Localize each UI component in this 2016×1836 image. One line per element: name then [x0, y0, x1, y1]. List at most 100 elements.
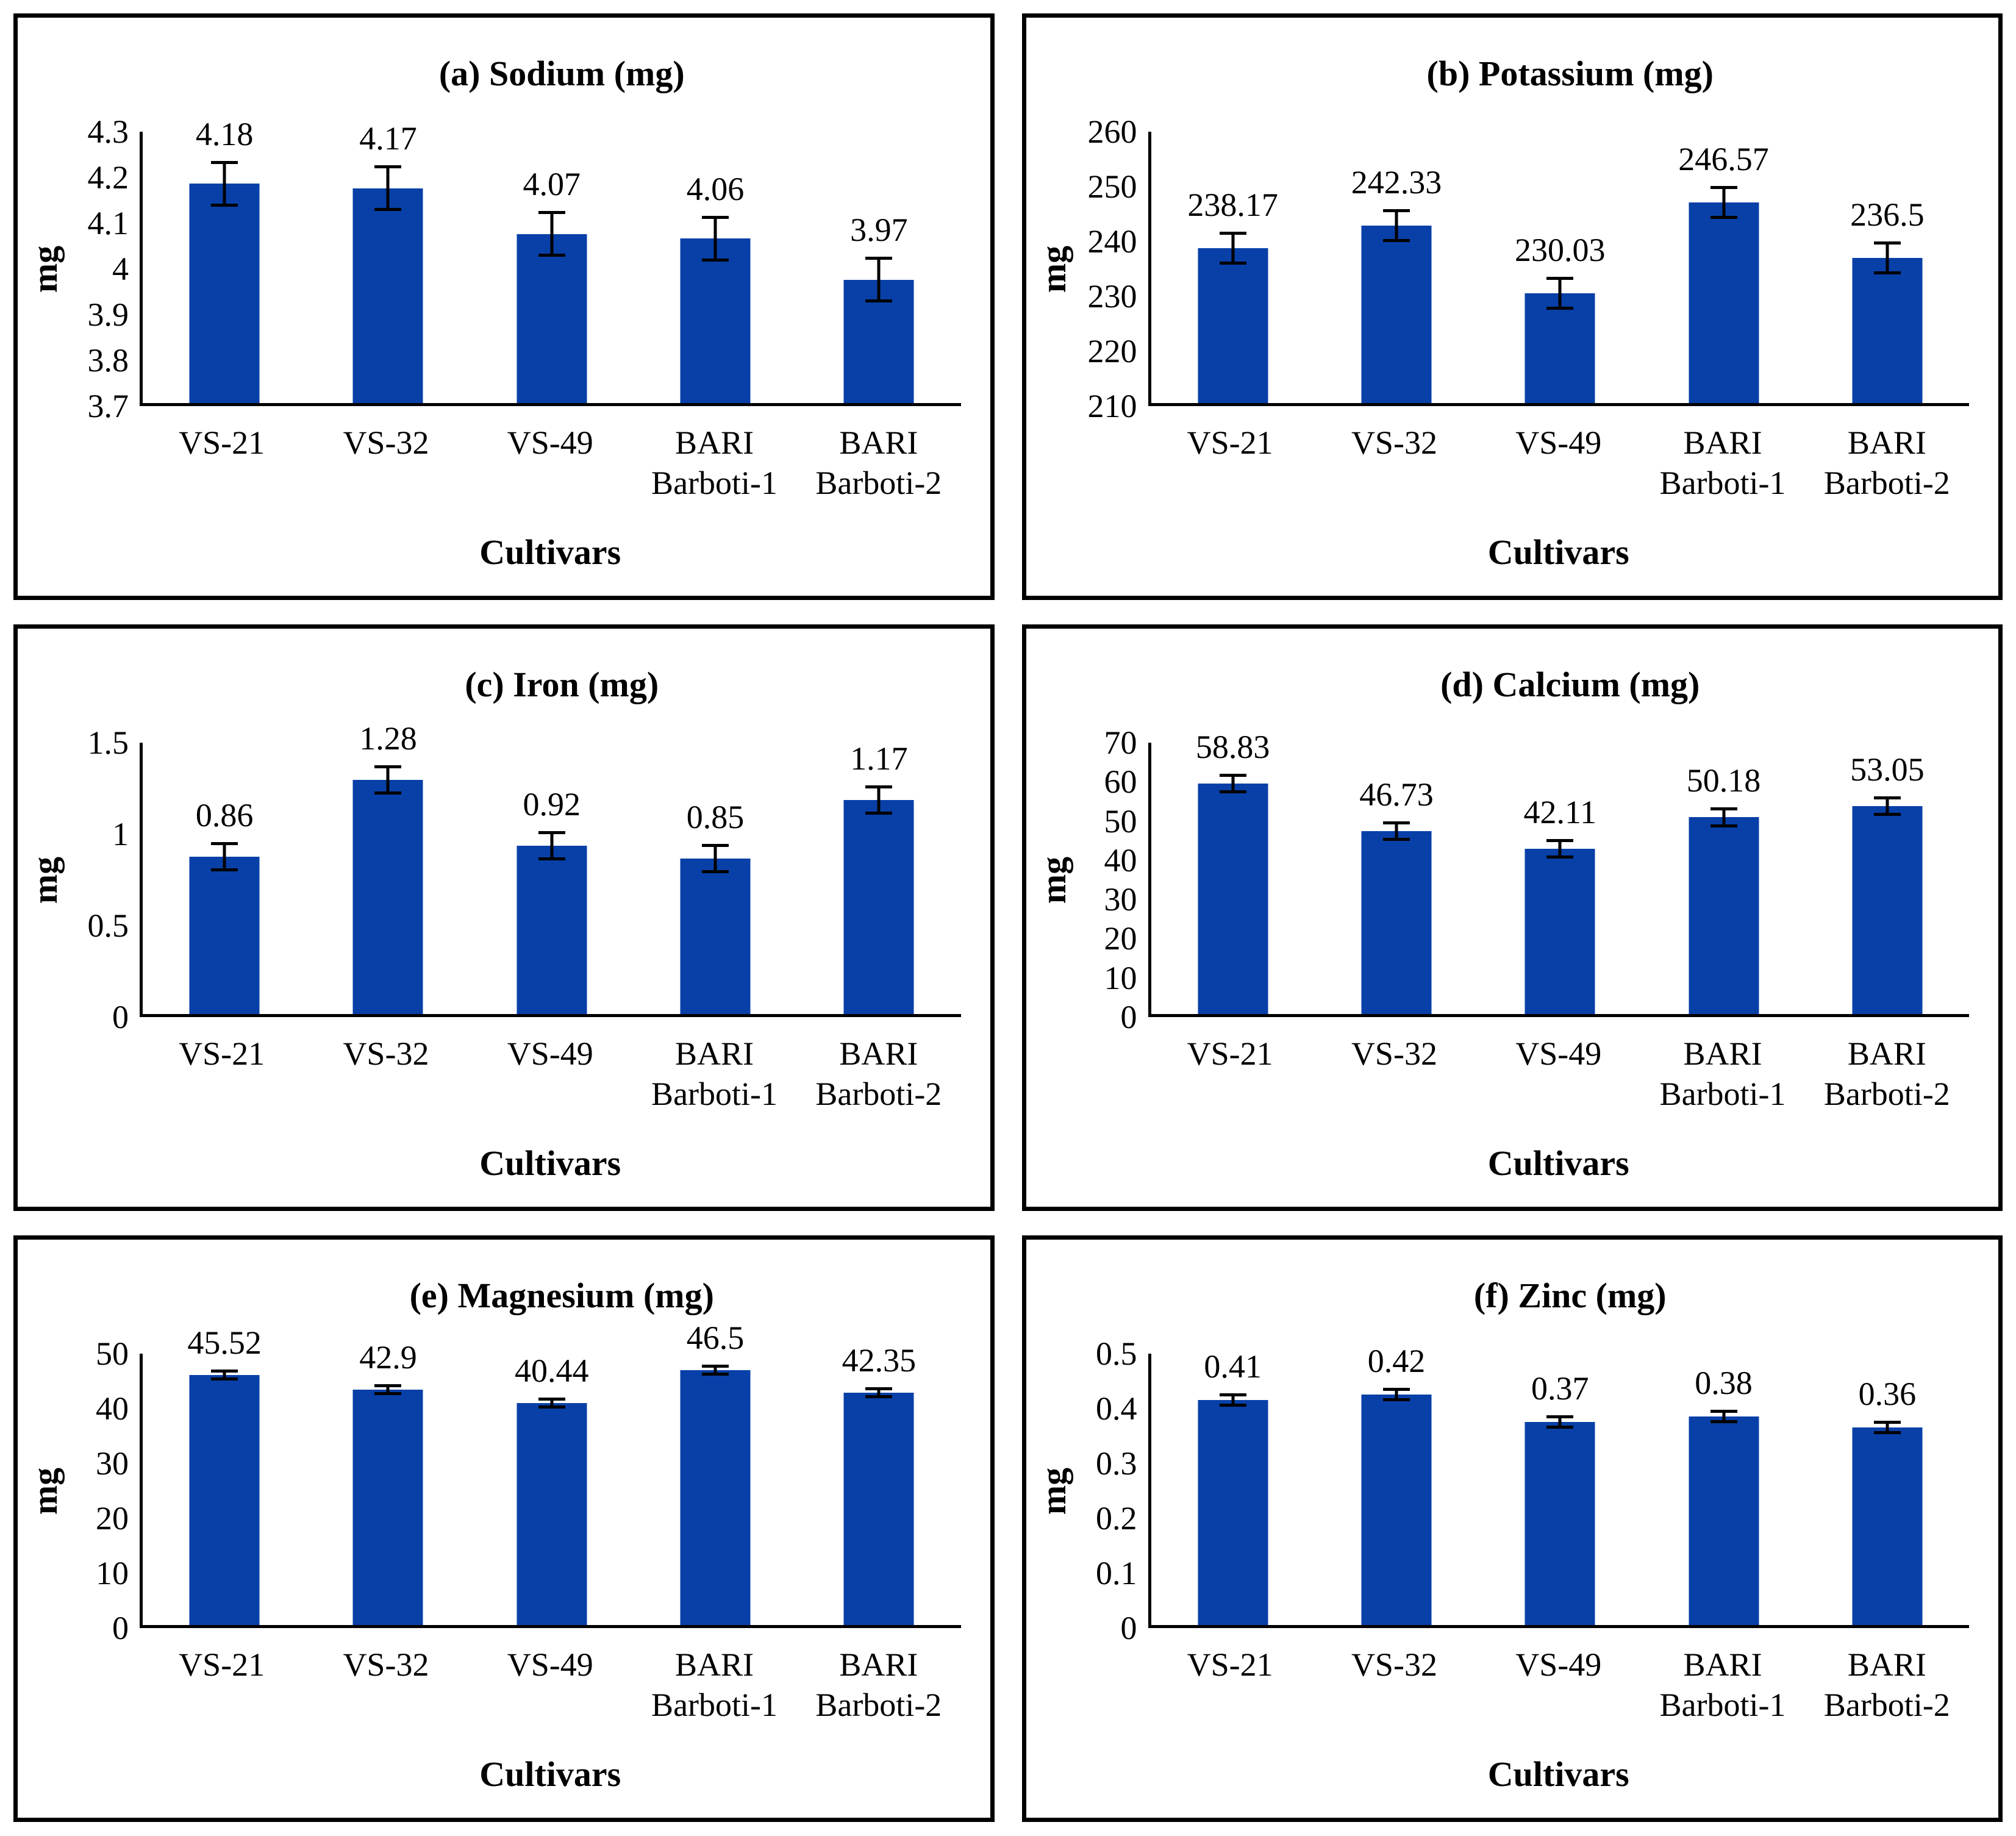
error-bar: [702, 215, 729, 262]
bar: [1852, 805, 1923, 1014]
error-bar-line: [1231, 1393, 1235, 1407]
y-tick-label: 0: [1120, 999, 1137, 1035]
y-tick-label: 4.2: [87, 159, 129, 196]
error-bar-line: [386, 1384, 390, 1395]
y-tick-label: 30: [96, 1445, 129, 1482]
bar-slot: 53.05: [1806, 743, 1969, 1014]
error-bar-bottom-cap: [702, 870, 729, 873]
panel-zinc: (f) Zinc (mg) mg 0.5 0.4 0.3 0.2 0.1 0 0.41 0.…: [1021, 1235, 2003, 1822]
error-bar: [211, 160, 238, 207]
y-tick-label: 50: [1104, 802, 1137, 840]
error-bar: [1710, 1410, 1737, 1423]
bar: [517, 234, 587, 403]
y-tick-label: 230: [1087, 278, 1137, 315]
error-bar-bottom-cap: [1382, 1398, 1410, 1401]
error-bar: [865, 257, 893, 302]
error-bar: [1873, 1421, 1901, 1434]
bar-value-label: 50.18: [1686, 762, 1761, 799]
x-category-label: VS-21: [1187, 1646, 1273, 1683]
y-tick-label: 240: [1087, 223, 1137, 260]
panel-sodium: (a) Sodium (mg) mg 4.3 4.2 4.1 4 3.9 3.8 3.7 4…: [13, 13, 995, 600]
plot-column: 4.18 4.17 4.07 4.06 3.97 VS-21 VS-32 VS-49 BARI…: [140, 116, 961, 573]
bar-value-label: 238.17: [1187, 187, 1278, 224]
error-bar-bottom-cap: [1710, 1420, 1737, 1423]
bar: [517, 846, 587, 1014]
bar: [352, 188, 423, 403]
bar: [189, 857, 260, 1014]
x-category-label: BARI Barboti-2: [815, 1035, 942, 1112]
error-bar-line: [1558, 1415, 1562, 1429]
x-category-label: VS-49: [1515, 1035, 1602, 1072]
error-bar-bottom-cap: [1546, 855, 1574, 859]
y-tick-label: 50: [96, 1335, 129, 1372]
error-bar-line: [1558, 276, 1562, 310]
error-bar-bottom-cap: [211, 1377, 238, 1381]
x-axis-categories: VS-21 VS-32 VS-49 BARI Barboti-1 BARI Barbot…: [1148, 1034, 1970, 1115]
y-tick-label: 0.5: [87, 907, 129, 944]
bar: [1198, 783, 1268, 1014]
error-bar: [1382, 1388, 1410, 1401]
error-bar-line: [1558, 839, 1562, 859]
chart-title: (e) Magnesium (mg): [409, 1276, 714, 1315]
bar-slot: 236.5: [1806, 132, 1969, 403]
x-category-label: VS-49: [507, 1035, 593, 1072]
bar-value-label: 0.38: [1695, 1365, 1753, 1402]
x-category-label: VS-32: [1351, 1646, 1437, 1683]
y-axis-label-text: mg: [1033, 245, 1073, 293]
x-category-label: VS-21: [179, 1646, 265, 1683]
error-bar-bottom-cap: [702, 258, 729, 262]
error-bar-line: [1722, 185, 1726, 219]
bar: [189, 184, 260, 403]
error-bar-bottom-cap: [538, 1406, 565, 1409]
bar-value-label: 42.35: [842, 1341, 917, 1379]
bar: [1689, 817, 1759, 1014]
y-tick-label: 0.4: [1096, 1390, 1137, 1427]
error-bar: [538, 831, 565, 860]
bar-slot: 40.44: [470, 1352, 634, 1625]
y-axis-label: mg: [1026, 132, 1081, 406]
error-bar-bottom-cap: [1710, 824, 1737, 827]
bar: [517, 1403, 587, 1625]
y-tick-label: 1: [112, 816, 129, 852]
error-bar-line: [386, 765, 390, 795]
error-bar-bottom-cap: [865, 299, 893, 302]
error-bar-line: [713, 844, 717, 873]
error-bar-line: [223, 842, 226, 871]
bar: [1361, 226, 1432, 403]
x-category-label: VS-32: [343, 424, 429, 461]
bar-slot: 0.38: [1642, 1354, 1805, 1625]
x-category-label: BARI Barboti-2: [815, 424, 942, 501]
error-bar: [865, 1387, 893, 1398]
bar-value-label: 0.85: [686, 799, 745, 835]
bar-value-label: 4.18: [195, 115, 254, 152]
error-bar-line: [550, 1398, 554, 1409]
bar-value-label: 40.44: [514, 1352, 589, 1390]
y-axis-ticks: 0.5 0.4 0.3 0.2 0.1 0: [1081, 1335, 1148, 1646]
y-axis-ticks: 260 250 240 230 220 210: [1081, 113, 1148, 424]
x-category-label: VS-49: [1515, 1646, 1602, 1683]
plot-area: 58.83 46.73 42.11 50.18 53.05: [1148, 729, 1969, 1017]
bar: [1361, 1395, 1432, 1625]
bar: [1852, 1427, 1923, 1625]
bar-value-label: 242.33: [1351, 164, 1442, 201]
chart-area: mg 0.5 0.4 0.3 0.2 0.1 0 0.41 0.42 0.37 0.38 0.36…: [1026, 1335, 1999, 1795]
y-tick-label: 4.3: [87, 113, 129, 150]
error-bar: [1382, 209, 1410, 243]
y-tick-label: 10: [96, 1555, 129, 1591]
y-axis-label-text: mg: [25, 245, 65, 293]
y-axis-label: mg: [18, 132, 73, 406]
bar: [1525, 849, 1595, 1014]
bar-slot: 42.35: [797, 1342, 960, 1625]
y-tick-label: 220: [1087, 333, 1137, 370]
y-tick-label: 70: [1104, 724, 1137, 761]
bar-value-label: 230.03: [1514, 231, 1606, 268]
error-bar-line: [1722, 1410, 1726, 1423]
error-bar-line: [1886, 796, 1889, 816]
error-bar: [702, 1364, 729, 1376]
y-axis-ticks: 4.3 4.2 4.1 4 3.9 3.8 3.7: [73, 113, 140, 424]
bar-value-label: 42.9: [359, 1338, 417, 1376]
x-axis-categories: VS-21 VS-32 VS-49 BARI Barboti-1 BARI Barbot…: [140, 1034, 961, 1115]
error-bar-bottom-cap: [538, 857, 565, 860]
bar: [1689, 1416, 1759, 1625]
bar: [352, 1389, 423, 1625]
